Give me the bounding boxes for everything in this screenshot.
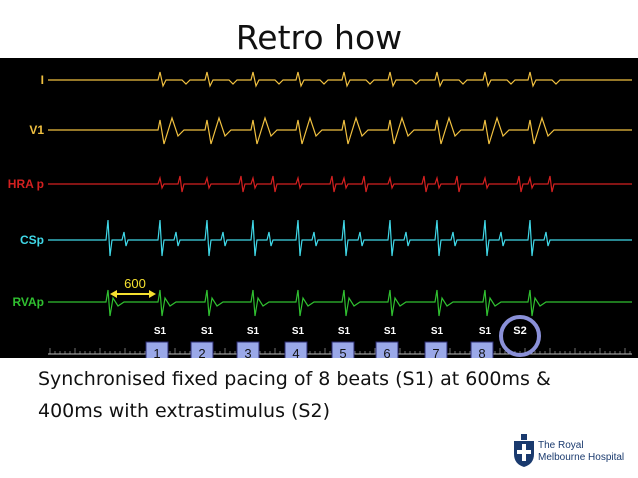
- stimulus-label: S1: [384, 326, 397, 337]
- stimulus-label: S1: [292, 326, 305, 337]
- beat-number-box: [470, 341, 494, 358]
- interval-arrow-head-left: [110, 290, 117, 298]
- lead-trace: [48, 116, 632, 145]
- lead-label: V1: [29, 123, 44, 137]
- lead-label: I: [41, 73, 44, 87]
- egm-tracing-svg: I V1 HRA p CSp RVAp 600 S1 S1 S1 S1 S1 S1 S1 S1 S2 1…: [8, 71, 632, 358]
- beat-number: 2: [198, 346, 205, 358]
- stimulus-label: S1: [201, 326, 214, 337]
- lead-label: HRA p: [8, 177, 44, 191]
- s2-highlight-ring: [499, 315, 541, 357]
- beat-number: 5: [339, 346, 346, 358]
- stimulus-label: S1: [154, 326, 167, 337]
- beat-number: 6: [383, 346, 390, 358]
- interval-arrow-head-right: [149, 290, 156, 298]
- beat-number: 7: [432, 346, 439, 358]
- beat-number-box: [424, 341, 448, 358]
- beat-number-box: [375, 341, 399, 358]
- rmh-crest-icon: [514, 434, 534, 467]
- beat-number-box: [331, 341, 355, 358]
- interval-label: 600: [124, 276, 146, 291]
- slide-title: Retro how: [235, 18, 403, 57]
- stimulus-label: S1: [479, 326, 492, 337]
- lead-trace: [48, 71, 632, 88]
- beat-number: 4: [292, 346, 299, 358]
- lead-trace: [48, 289, 632, 317]
- beat-number-box: [236, 341, 260, 358]
- egm-tracing-panel: I V1 HRA p CSp RVAp 600 S1 S1 S1 S1 S1 S1 S1 S1 S2 1…: [0, 58, 638, 358]
- logo-line-2: Melbourne Hospital: [538, 452, 625, 463]
- caption-line-1: Synchronised fixed pacing of 8 beats (S1…: [38, 368, 551, 390]
- beat-number-box: [145, 341, 169, 358]
- lead-trace: [48, 219, 632, 257]
- lead-label: RVAp: [12, 295, 44, 309]
- hospital-logo: The Royal Melbourne Hospital: [508, 428, 633, 474]
- caption-line-2: 400ms with extrastimulus (S2): [38, 400, 330, 422]
- stimulus-label: S2: [513, 325, 526, 337]
- logo-line-1: The Royal: [538, 440, 584, 451]
- beat-number: 1: [153, 346, 160, 358]
- beat-number-box: [190, 341, 214, 358]
- beat-number: 3: [244, 346, 251, 358]
- stimulus-label: S1: [431, 326, 444, 337]
- lead-label: CSp: [20, 233, 44, 247]
- stimulus-label: S1: [338, 326, 351, 337]
- beat-number-box: [284, 341, 308, 358]
- stimulus-label: S1: [247, 326, 260, 337]
- beat-number: 8: [478, 346, 485, 358]
- lead-trace: [48, 175, 632, 193]
